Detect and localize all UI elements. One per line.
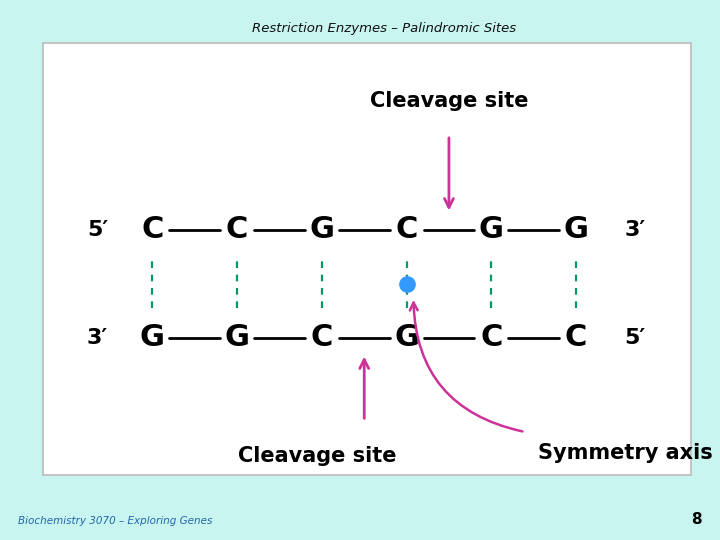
Text: C: C <box>226 215 248 244</box>
Text: 3′: 3′ <box>87 327 108 348</box>
Text: G: G <box>140 323 165 352</box>
Text: G: G <box>564 215 588 244</box>
Text: C: C <box>141 215 163 244</box>
Text: 8: 8 <box>691 511 702 526</box>
Text: Cleavage site: Cleavage site <box>238 446 397 465</box>
Text: 5′: 5′ <box>625 327 646 348</box>
Text: G: G <box>394 323 419 352</box>
Text: Symmetry axis: Symmetry axis <box>538 443 713 463</box>
Text: G: G <box>310 215 334 244</box>
Text: C: C <box>311 323 333 352</box>
Text: 3′: 3′ <box>625 219 646 240</box>
Text: C: C <box>480 323 503 352</box>
Text: C: C <box>564 323 588 352</box>
Text: Restriction Enzymes – Palindromic Sites: Restriction Enzymes – Palindromic Sites <box>252 22 516 35</box>
Text: G: G <box>225 323 250 352</box>
Text: C: C <box>395 215 418 244</box>
Text: 5′: 5′ <box>87 219 108 240</box>
Text: Cleavage site: Cleavage site <box>369 91 528 111</box>
Text: Biochemistry 3070 – Exploring Genes: Biochemistry 3070 – Exploring Genes <box>18 516 212 526</box>
Text: G: G <box>479 215 504 244</box>
